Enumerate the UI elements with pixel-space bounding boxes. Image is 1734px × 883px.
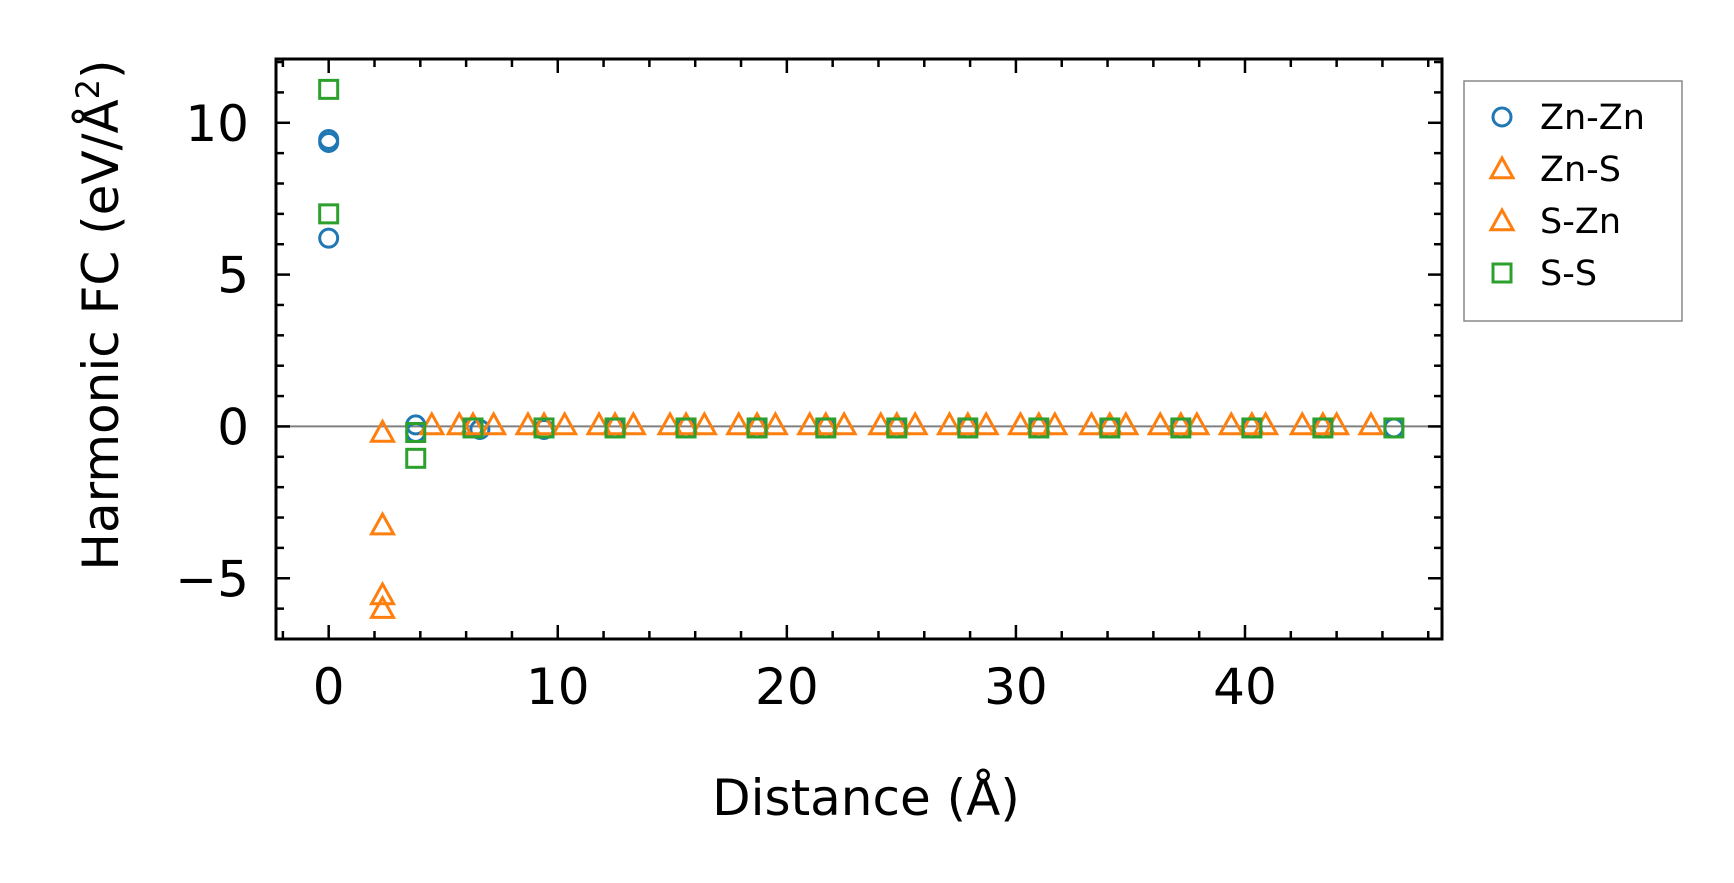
legend-marker xyxy=(1488,206,1516,232)
data-point xyxy=(469,418,491,440)
data-point xyxy=(1238,410,1266,436)
data-point xyxy=(1288,410,1316,436)
series-s-zn xyxy=(459,410,1337,436)
legend-label: S-Zn xyxy=(1540,202,1621,242)
data-point xyxy=(1183,410,1211,436)
legend-marker xyxy=(1488,154,1516,180)
data-point xyxy=(1167,410,1195,436)
y-axis-label-main: Harmonic FC (eV/Å xyxy=(72,99,130,570)
x-tick-labels: 0 10 20 30 40 xyxy=(313,658,1277,716)
data-point xyxy=(480,410,508,436)
data-point xyxy=(725,410,753,436)
data-point xyxy=(1112,410,1140,436)
data-point xyxy=(1309,410,1337,436)
data-point xyxy=(1099,417,1121,439)
x-tick-label: 20 xyxy=(755,658,819,716)
data-point xyxy=(368,418,397,443)
data-point xyxy=(830,410,858,436)
legend-label: Zn-S xyxy=(1540,150,1621,190)
data-point xyxy=(619,410,647,436)
data-point xyxy=(1241,417,1263,439)
legend-frame xyxy=(1463,80,1683,322)
series-zn-zn xyxy=(318,128,1405,444)
data-point xyxy=(601,410,629,436)
data-point xyxy=(815,417,837,439)
y-tick-labels: −5 0 5 10 xyxy=(175,95,249,608)
x-tick-label: 0 xyxy=(313,658,345,716)
data-point xyxy=(418,410,446,436)
y-axis-label-superscript: 2 xyxy=(69,79,107,99)
x-tick-label: 30 xyxy=(984,658,1048,716)
y-axis-label-close: ) xyxy=(72,59,130,79)
legend-marker xyxy=(1491,262,1513,284)
data-point xyxy=(1028,417,1050,439)
data-point xyxy=(690,410,718,436)
data-point xyxy=(812,410,840,436)
y-tick-label: 0 xyxy=(217,398,249,456)
x-tick-label: 40 xyxy=(1213,658,1277,716)
data-point xyxy=(1170,417,1192,439)
data-point xyxy=(405,422,427,444)
data-point xyxy=(585,410,613,436)
data-point xyxy=(533,417,555,439)
data-point xyxy=(901,410,929,436)
data-point xyxy=(318,203,340,225)
y-axis-label: Harmonic FC (eV/Å2) xyxy=(69,59,130,570)
data-point xyxy=(1217,410,1245,436)
data-point xyxy=(761,410,789,436)
data-point xyxy=(604,417,626,439)
data-point xyxy=(368,580,397,606)
data-point xyxy=(675,417,697,439)
data-point xyxy=(551,410,579,436)
data-point xyxy=(1025,410,1053,436)
data-point xyxy=(935,410,964,436)
data-point xyxy=(883,410,911,436)
legend-label: Zn-Zn xyxy=(1540,98,1645,138)
axis-ticks xyxy=(276,59,1442,641)
data-point xyxy=(1096,410,1124,436)
data-point xyxy=(867,410,895,436)
data-point xyxy=(1041,410,1069,436)
data-point xyxy=(746,417,768,439)
x-tick-label: 10 xyxy=(526,658,590,716)
y-tick-label: 10 xyxy=(185,95,249,153)
data-point xyxy=(1383,417,1405,439)
data-point xyxy=(368,511,397,536)
series-s-s xyxy=(318,78,1405,469)
legend-label: S-S xyxy=(1540,254,1597,294)
legend: Zn-Zn Zn-S S-Zn S-S xyxy=(1463,80,1683,322)
data-point xyxy=(459,410,487,436)
y-tick-label: −5 xyxy=(175,550,249,608)
data-point xyxy=(1006,410,1035,436)
data-point xyxy=(954,410,982,436)
data-point xyxy=(957,417,979,439)
data-point xyxy=(1077,410,1106,436)
data-point xyxy=(796,410,824,436)
data-point xyxy=(972,410,1000,436)
data-point xyxy=(462,417,484,439)
data-point xyxy=(368,594,397,619)
x-axis-label: Distance (Å) xyxy=(712,769,1020,827)
data-point xyxy=(318,227,340,249)
series-zn-s xyxy=(368,410,1385,619)
data-point xyxy=(405,447,427,469)
data-point xyxy=(318,132,340,154)
legend-marker xyxy=(1491,106,1513,128)
data-point xyxy=(514,410,542,436)
data-point xyxy=(1383,417,1405,439)
data-point xyxy=(1146,410,1174,436)
data-point xyxy=(1357,410,1385,436)
data-point xyxy=(743,410,771,436)
data-points xyxy=(318,78,1405,619)
data-point xyxy=(530,410,558,436)
data-point xyxy=(672,410,700,436)
y-tick-label: 5 xyxy=(217,247,249,305)
axes-frame xyxy=(274,57,1444,641)
data-point xyxy=(1312,417,1334,439)
data-point xyxy=(318,78,340,100)
data-point xyxy=(656,410,684,436)
data-point xyxy=(886,417,908,439)
